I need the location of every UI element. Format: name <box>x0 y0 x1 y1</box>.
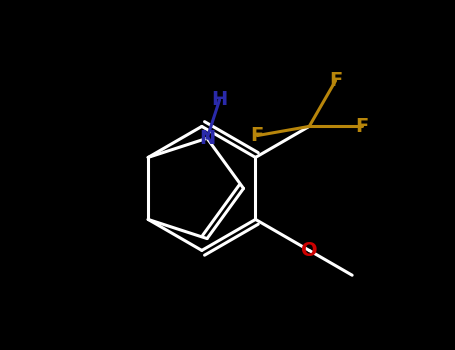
Text: F: F <box>355 117 369 136</box>
Text: H: H <box>212 90 228 110</box>
Text: O: O <box>301 241 318 260</box>
Text: F: F <box>329 71 342 90</box>
Text: F: F <box>251 126 264 145</box>
Text: N: N <box>199 129 215 148</box>
